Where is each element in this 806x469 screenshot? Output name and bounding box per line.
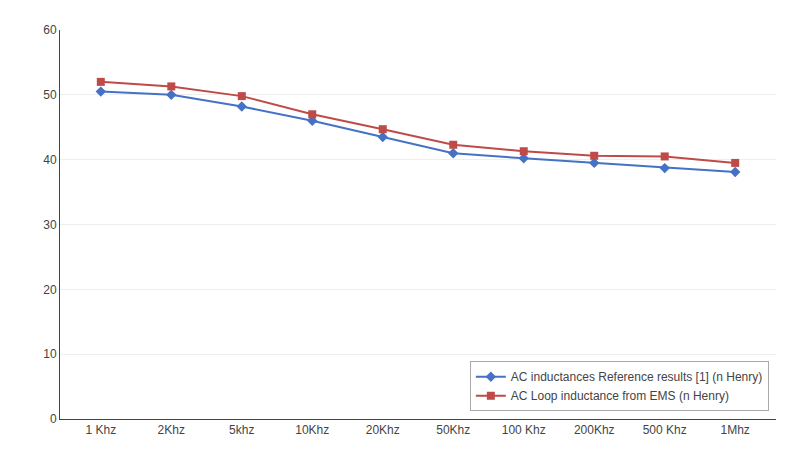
svg-text:200Khz: 200Khz [574,423,615,437]
svg-text:2Khz: 2Khz [158,423,185,437]
svg-text:100 Khz: 100 Khz [502,423,546,437]
svg-text:5khz: 5khz [229,423,254,437]
svg-text:20Khz: 20Khz [366,423,400,437]
svg-text:AC inductances Reference resul: AC inductances Reference results [1] (n … [511,370,762,384]
svg-text:1Mhz: 1Mhz [721,423,750,437]
svg-text:10: 10 [43,347,57,361]
svg-text:50Khz: 50Khz [436,423,470,437]
svg-text:40: 40 [43,153,57,167]
svg-text:60: 60 [43,23,57,37]
svg-text:20: 20 [43,283,57,297]
svg-text:0: 0 [50,412,57,426]
svg-text:500 Khz: 500 Khz [643,423,687,437]
svg-text:1 Khz: 1 Khz [85,423,116,437]
svg-text:10Khz: 10Khz [295,423,329,437]
svg-text:AC Loop inductance from EMS (n: AC Loop inductance from EMS (n Henry) [511,389,729,403]
svg-text:50: 50 [43,88,57,102]
svg-text:30: 30 [43,218,57,232]
